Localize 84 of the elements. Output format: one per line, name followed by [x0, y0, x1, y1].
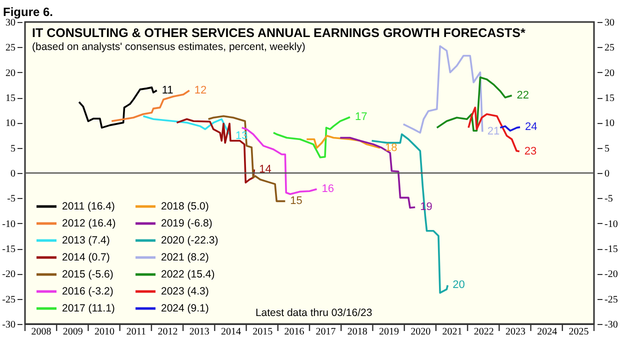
legend-label: 2020 (-22.3): [161, 234, 218, 246]
annotation: Latest data thru 03/16/23: [255, 307, 372, 319]
y2-tick-label: -15: [604, 244, 618, 255]
annotation: 20: [452, 279, 465, 292]
line-series: [207, 115, 286, 202]
x-tick-label: 2017: [316, 326, 336, 338]
y2-tick-label: -20: [604, 269, 618, 280]
y2-tick-label: -10: [604, 218, 618, 230]
x-tick-label: 2022: [474, 326, 494, 338]
x-tick-label: 2008: [31, 326, 52, 338]
x-tick-label: 2020: [410, 326, 431, 338]
legend-label: 2021 (8.2): [161, 252, 209, 264]
y-tick-label: 5: [10, 143, 16, 154]
legend-label: 2015 (-5.6): [62, 268, 114, 280]
legend-label: 2014 (0.7): [62, 252, 110, 264]
x-tick-label: 2019: [379, 326, 400, 338]
x-tick-label: 2010: [94, 326, 115, 338]
y2-tick-label: -30: [604, 320, 618, 330]
annotation: 11: [162, 84, 174, 96]
line-series: [272, 116, 351, 158]
y-tick-label: -10: [2, 218, 16, 230]
x-tick-label: 2011: [126, 326, 146, 338]
y-tick-label: -15: [2, 244, 16, 255]
annotation: 21: [487, 126, 500, 138]
chart-title: IT CONSULTING & OTHER SERVICES ANNUAL EARNINGS GROWTH FORECASTS*: [32, 26, 526, 40]
x-tick-label: 2025: [568, 326, 589, 338]
y2-tick-label: 0: [604, 168, 610, 180]
x-tick-label: 2018: [347, 326, 368, 338]
y-tick-label: -20: [2, 269, 16, 280]
line-series: [339, 136, 416, 209]
y2-tick-label: 30: [604, 18, 614, 28]
legend-label: 2024 (9.1): [161, 302, 209, 314]
y2-tick-label: 25: [604, 42, 614, 54]
y-tick-label: 20: [6, 68, 16, 79]
x-tick-label: 2012: [158, 326, 178, 338]
y-tick-label: 0: [10, 168, 16, 180]
line-series: [78, 86, 158, 129]
line-series: [370, 133, 449, 294]
annotation: 17: [354, 111, 368, 124]
x-tick-label: 2021: [442, 326, 462, 338]
y-tick-label: -25: [2, 294, 16, 306]
y-tick-label: -30: [2, 320, 16, 330]
line-series: [402, 45, 484, 134]
y2-tick-label: 5: [604, 143, 610, 154]
y-tick-label: -5: [7, 194, 16, 205]
y-tick-label: 30: [6, 18, 16, 28]
line-series: [142, 115, 232, 137]
annotation: 22: [516, 89, 530, 102]
x-tick-label: 2015: [252, 326, 273, 338]
y-tick-label: 25: [6, 42, 16, 54]
y2-tick-label: -5: [604, 194, 613, 205]
caption: Figure 6.: [3, 5, 54, 19]
legend-label: 2011 (16.4): [62, 200, 115, 212]
annotation: 12: [194, 84, 207, 96]
legend-label: 2023 (4.3): [161, 286, 209, 298]
annotation: 24: [525, 121, 538, 134]
y2-tick-label: 15: [604, 93, 614, 104]
annotation: 15: [290, 195, 302, 208]
legend-label: 2016 (-3.2): [62, 286, 114, 298]
line-series: [468, 106, 520, 152]
annotation: 16: [322, 183, 334, 196]
x-tick-label: 2013: [189, 326, 210, 338]
y2-tick-label: 20: [604, 68, 614, 79]
y2-tick-label: -25: [604, 294, 618, 306]
x-tick-label: 2009: [62, 326, 83, 338]
line-series: [176, 118, 256, 184]
line-series: [306, 134, 381, 149]
legend-label: 2019 (-6.8): [161, 218, 212, 230]
legend-label: 2017 (11.1): [62, 302, 115, 314]
legend-label: 2022 (15.4): [161, 268, 215, 280]
legend-label: 2018 (5.0): [161, 200, 209, 212]
y-tick-label: 10: [6, 118, 16, 130]
legend-label: 2012 (16.4): [62, 218, 116, 230]
legend-label: 2013 (7.4): [62, 234, 110, 246]
x-tick-label: 2023: [505, 326, 526, 338]
text: (based on analysts' consensus estimates, percent, weekly): [32, 41, 306, 53]
y2-tick-label: 10: [604, 118, 614, 130]
x-tick-label: 2024: [537, 326, 558, 338]
x-tick-label: 2014: [220, 326, 241, 338]
annotation: 14: [259, 163, 272, 176]
y-tick-label: 15: [6, 93, 16, 104]
annotation: 23: [524, 145, 537, 158]
annotation: 18: [384, 142, 398, 154]
x-tick-label: 2016: [284, 326, 304, 338]
